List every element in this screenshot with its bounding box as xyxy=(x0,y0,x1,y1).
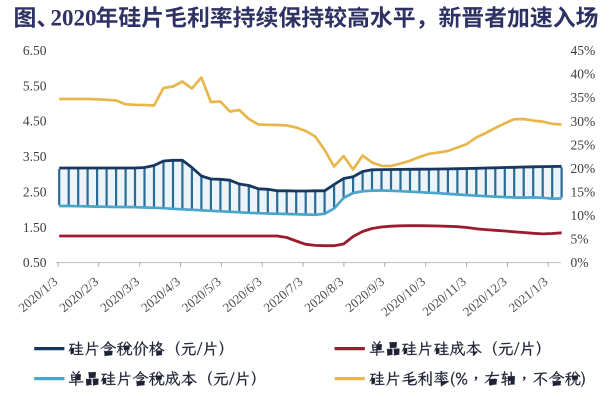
svg-text:45%: 45% xyxy=(571,43,596,58)
svg-text:15%: 15% xyxy=(571,185,596,200)
svg-text:0.50: 0.50 xyxy=(23,255,47,270)
svg-text:3.50: 3.50 xyxy=(23,149,47,164)
svg-text:5.50: 5.50 xyxy=(23,78,47,93)
svg-text:10%: 10% xyxy=(571,208,596,223)
svg-text:4.50: 4.50 xyxy=(23,114,47,129)
svg-text:40%: 40% xyxy=(571,67,596,82)
svg-text:2.50: 2.50 xyxy=(23,185,47,200)
svg-text:6.50: 6.50 xyxy=(23,43,47,58)
svg-text:30%: 30% xyxy=(571,114,596,129)
svg-text:20%: 20% xyxy=(571,161,596,176)
svg-text:35%: 35% xyxy=(571,90,596,105)
svg-text:25%: 25% xyxy=(571,137,596,152)
svg-text:2020: 2020 xyxy=(51,6,97,31)
svg-text:5%: 5% xyxy=(571,232,589,247)
svg-text:0%: 0% xyxy=(571,255,589,270)
svg-text:1.50: 1.50 xyxy=(23,220,47,235)
